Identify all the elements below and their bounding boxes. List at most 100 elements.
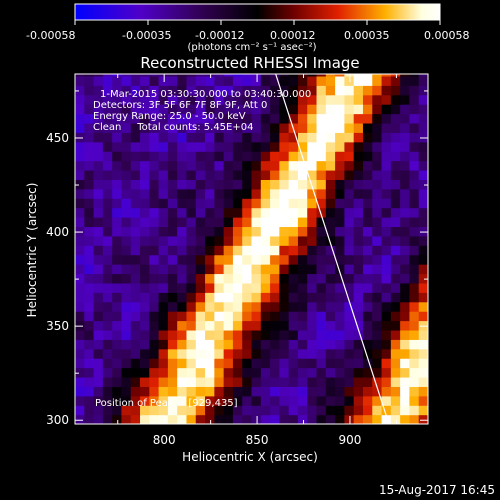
- heatmap-cell: [270, 282, 280, 293]
- heatmap-cell: [316, 113, 327, 124]
- heatmap-cell: [121, 179, 132, 190]
- heatmap-cell: [260, 113, 271, 124]
- heatmap-cell: [270, 104, 280, 115]
- heatmap-cell: [353, 301, 364, 312]
- heatmap-cell: [186, 226, 197, 237]
- heatmap-cell: [307, 235, 318, 246]
- heatmap-cell: [390, 141, 401, 152]
- heatmap-cell: [390, 320, 401, 331]
- heatmap-cell: [297, 85, 308, 96]
- heatmap-cell: [223, 386, 234, 397]
- heatmap-cell: [223, 198, 234, 209]
- heatmap-cell: [232, 311, 243, 322]
- heatmap-cell: [195, 386, 206, 397]
- heatmap-cell: [381, 329, 392, 340]
- heatmap-cell: [121, 75, 132, 86]
- heatmap-cell: [353, 329, 364, 340]
- heatmap-cell: [149, 74, 160, 77]
- heatmap-cell: [102, 104, 113, 115]
- heatmap-cell: [381, 348, 392, 359]
- heatmap-cell: [381, 141, 392, 152]
- heatmap-cell: [140, 188, 150, 199]
- heatmap-cell: [84, 264, 95, 275]
- heatmap-cell: [307, 74, 318, 77]
- heatmap-cell: [409, 151, 420, 162]
- heatmap-cell: [112, 339, 123, 350]
- heatmap-cell: [260, 207, 271, 218]
- heatmap-cell: [121, 395, 132, 406]
- heatmap-cell: [158, 405, 169, 416]
- heatmap-cell: [325, 94, 336, 105]
- heatmap-cell: [223, 376, 234, 387]
- heatmap-cell: [325, 235, 336, 246]
- colorbar-tick-label: 0.00058: [424, 29, 470, 42]
- heatmap-cell: [186, 414, 197, 424]
- heatmap-cell: [288, 151, 299, 162]
- heatmap-cell: [177, 160, 188, 171]
- heatmap-cell: [195, 273, 206, 284]
- heatmap-cell: [140, 113, 150, 124]
- heatmap-cell: [177, 320, 188, 331]
- heatmap-cell: [140, 132, 150, 143]
- heatmap-cell: [158, 74, 169, 77]
- heatmap-cell: [223, 254, 234, 265]
- heatmap-cell: [279, 85, 290, 96]
- heatmap-cell: [288, 235, 299, 246]
- heatmap-cell: [251, 414, 262, 424]
- heatmap-cell: [418, 320, 428, 331]
- heatmap-cell: [93, 254, 104, 265]
- heatmap-cell: [177, 169, 188, 180]
- heatmap-cell: [130, 339, 141, 350]
- heatmap-cell: [149, 386, 160, 397]
- heatmap-cell: [112, 179, 123, 190]
- heatmap-cell: [307, 386, 318, 397]
- heatmap-cell: [121, 414, 132, 424]
- heatmap-cell: [93, 292, 104, 303]
- heatmap-cell: [297, 226, 308, 237]
- heatmap-cell: [362, 141, 373, 152]
- heatmap-cell: [270, 94, 280, 105]
- heatmap-cell: [353, 282, 364, 293]
- heatmap-cell: [149, 132, 160, 143]
- heatmap-cell: [260, 245, 271, 256]
- heatmap-cell: [130, 386, 141, 397]
- heatmap-cell: [242, 292, 253, 303]
- heatmap-cell: [372, 282, 383, 293]
- heatmap-cell: [167, 122, 178, 133]
- heatmap-cell: [316, 273, 327, 284]
- heatmap-cell: [344, 132, 355, 143]
- heatmap-cell: [102, 151, 113, 162]
- heatmap-cell: [195, 122, 206, 133]
- heatmap-cell: [409, 329, 420, 340]
- heatmap-cell: [121, 151, 132, 162]
- heatmap-cell: [158, 367, 169, 378]
- heatmap-cell: [335, 85, 345, 96]
- heatmap-cell: [418, 358, 428, 369]
- heatmap-cell: [214, 264, 225, 275]
- heatmap-cell: [205, 74, 215, 77]
- heatmap-cell: [232, 104, 243, 115]
- heatmap-cell: [158, 217, 169, 228]
- heatmap-cell: [418, 245, 428, 256]
- heatmap-cell: [270, 254, 280, 265]
- heatmap-cell: [260, 264, 271, 275]
- heatmap-cell: [140, 311, 150, 322]
- heatmap-cell: [195, 395, 206, 406]
- colorbar-tick-label: 0.00035: [344, 29, 390, 42]
- heatmap-cell: [251, 151, 262, 162]
- heatmap-cell: [362, 273, 373, 284]
- heatmap-cell: [158, 311, 169, 322]
- y-tick-label: 300: [46, 413, 69, 427]
- heatmap-cell: [362, 254, 373, 265]
- heatmap-cell: [279, 104, 290, 115]
- heatmap-cell: [205, 179, 215, 190]
- heatmap-cell: [409, 395, 420, 406]
- heatmap-cell: [362, 179, 373, 190]
- heatmap-cell: [167, 348, 178, 359]
- heatmap-cell: [232, 282, 243, 293]
- heatmap-cell: [242, 414, 253, 424]
- heatmap-cell: [177, 75, 188, 86]
- heatmap-cell: [242, 207, 253, 218]
- heatmap-cell: [102, 320, 113, 331]
- heatmap-cell: [186, 386, 197, 397]
